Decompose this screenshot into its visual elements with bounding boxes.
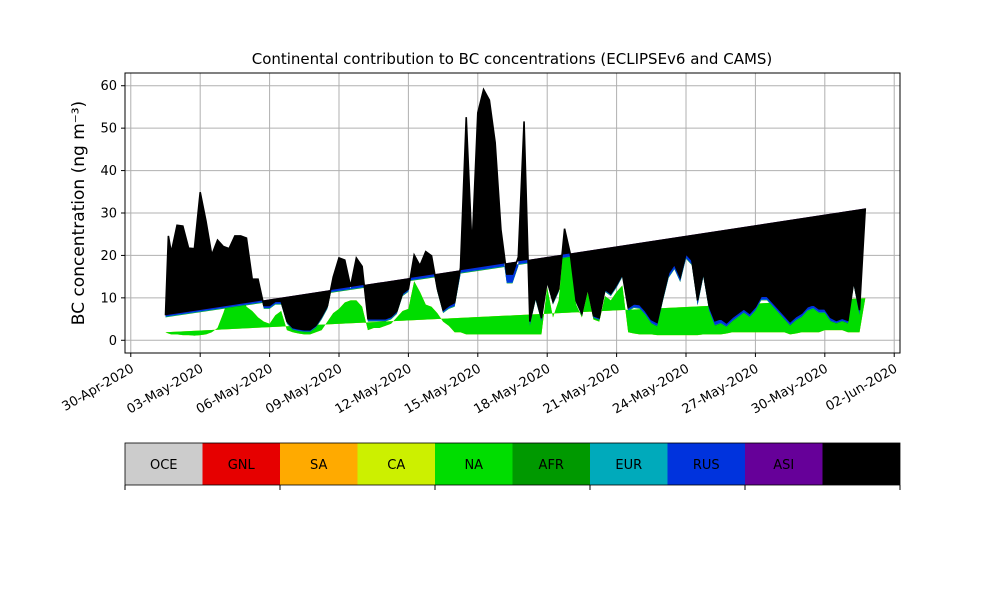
y-tick-label: 20 xyxy=(100,249,117,264)
legend-swatch-aus xyxy=(822,443,900,485)
y-tick-label: 30 xyxy=(100,207,117,222)
y-tick-label: 10 xyxy=(100,291,117,306)
legend-swatch-eur xyxy=(590,443,668,485)
y-axis-label: BC concentration (ng m⁻³) xyxy=(69,101,89,325)
grid-layer xyxy=(125,73,900,353)
legend-label-na: NA xyxy=(464,458,483,473)
legend-label-oce: OCE xyxy=(150,458,178,473)
legend-colorbar: OCE GNL SA CA NA AFR EUR RUS ASI AUS xyxy=(124,442,901,490)
legend-label-asi: ASI xyxy=(773,458,794,473)
legend-label-rus: RUS xyxy=(693,458,720,473)
y-tick-label: 50 xyxy=(100,122,117,137)
legend-swatch-afr xyxy=(512,443,590,485)
area-series-aus xyxy=(165,89,866,330)
legend-label-eur: EUR xyxy=(615,458,642,473)
legend-label-afr: AFR xyxy=(539,458,564,473)
legend-label-aus: AUS xyxy=(848,458,875,473)
legend-swatch-rus xyxy=(667,443,745,485)
y-axis: 0 10 20 30 40 50 60 xyxy=(100,79,125,349)
legend-swatch-ca xyxy=(357,443,435,485)
y-tick-label: 40 xyxy=(100,164,117,179)
total-layer xyxy=(164,87,867,331)
y-tick-label: 60 xyxy=(100,79,117,94)
legend-label-gnl: GNL xyxy=(228,458,256,473)
total-line xyxy=(164,87,867,331)
series-layer xyxy=(165,89,866,336)
area-series-na xyxy=(165,232,866,336)
legend-frame xyxy=(124,442,901,486)
legend-swatch-na xyxy=(435,443,513,485)
legend-swatch-asi xyxy=(745,443,823,485)
y-tick-label: 0 xyxy=(109,334,117,349)
legend-swatch-oce xyxy=(125,443,203,485)
chart-title: Continental contribution to BC concentra… xyxy=(252,50,773,68)
legend-label-ca: CA xyxy=(387,458,405,473)
legend-swatch-gnl xyxy=(202,443,280,485)
legend-label-sa: SA xyxy=(310,458,327,473)
legend-swatch-sa xyxy=(280,443,358,485)
